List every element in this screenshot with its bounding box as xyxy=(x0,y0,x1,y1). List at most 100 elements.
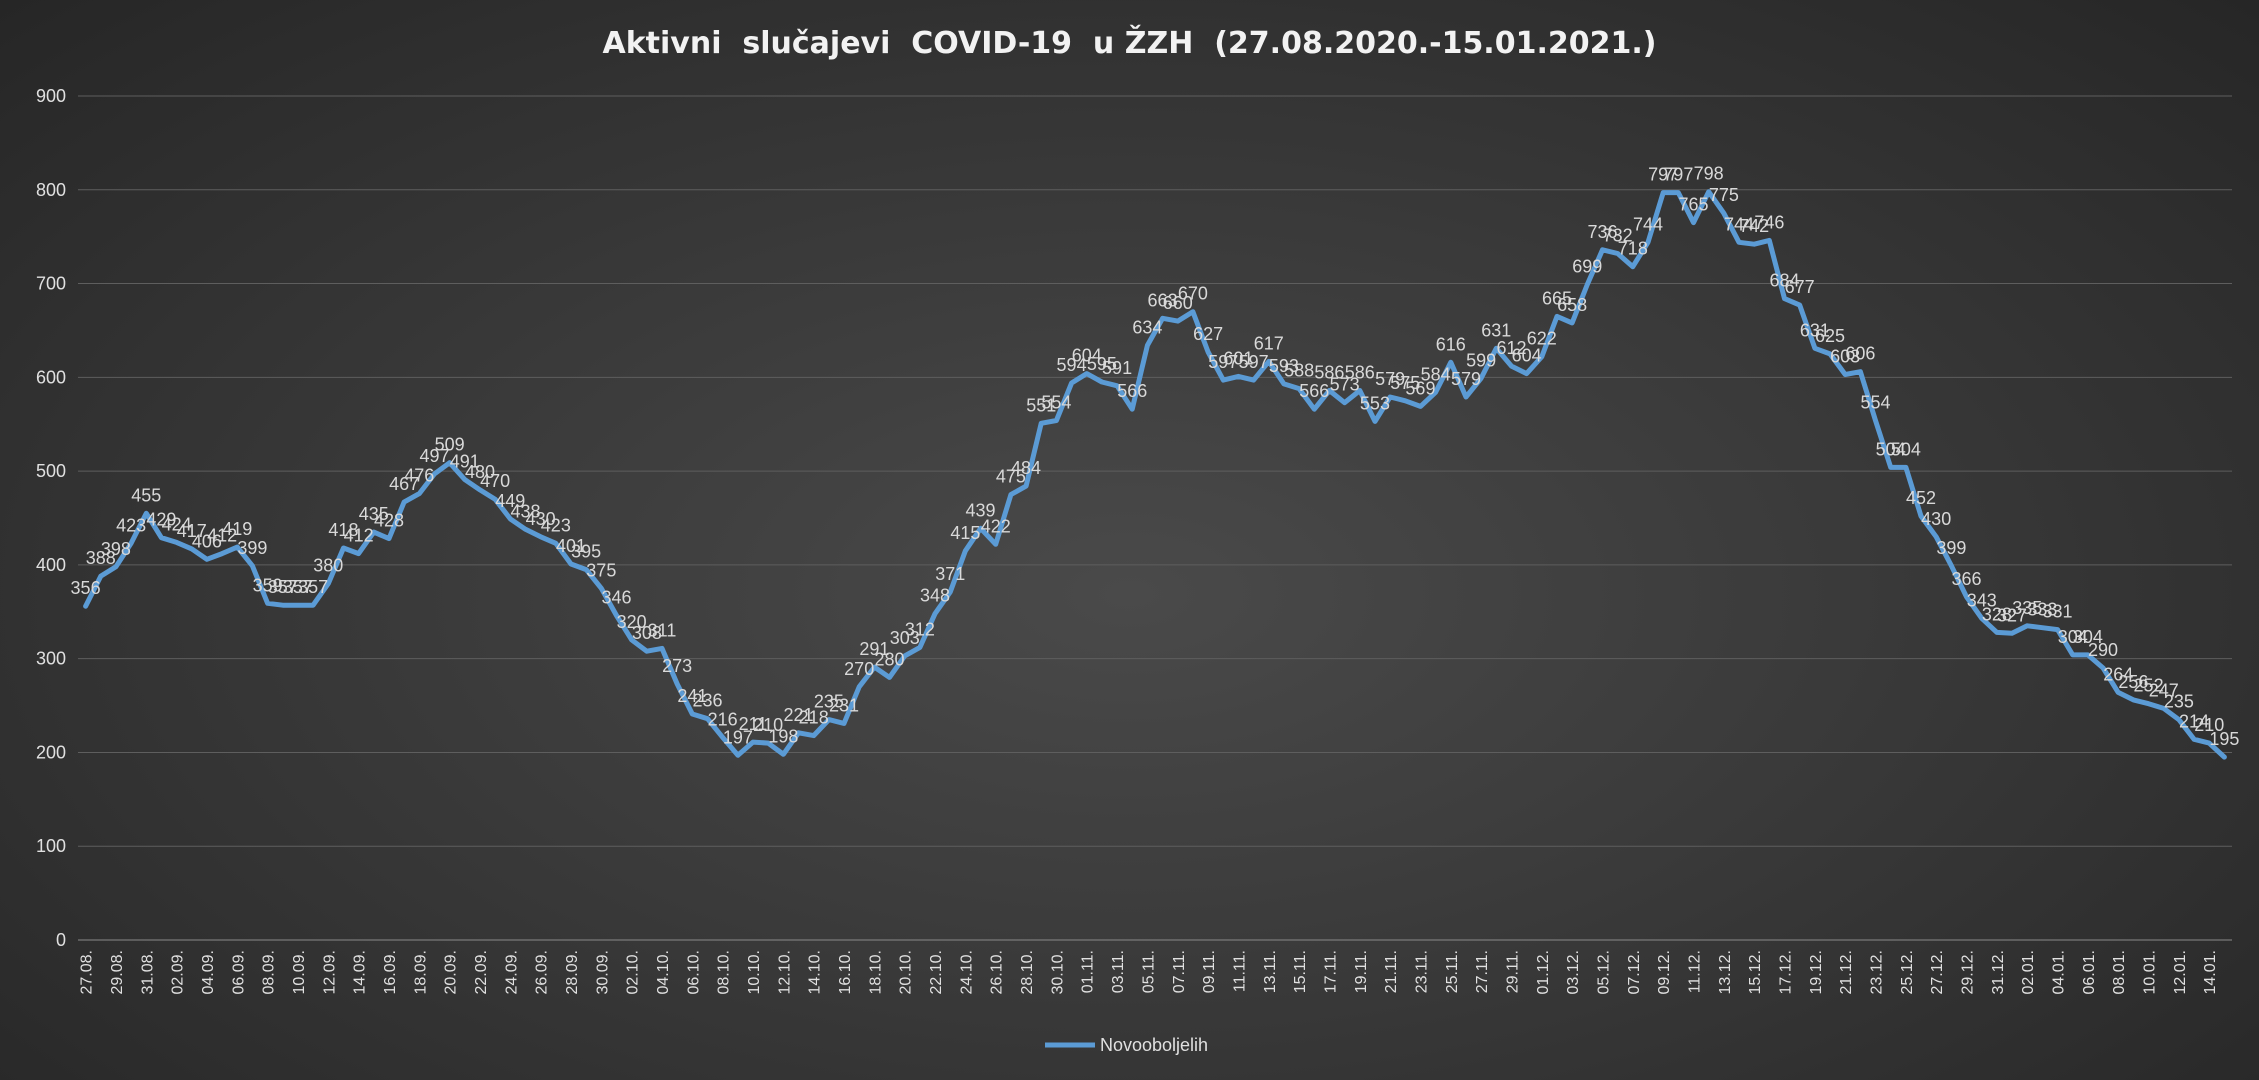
x-tick-label: 03.11. xyxy=(1110,950,1127,993)
data-label: 348 xyxy=(920,586,950,606)
data-label: 631 xyxy=(1481,320,1511,340)
data-label: 221 xyxy=(784,705,814,725)
x-tick-label: 07.12. xyxy=(1626,950,1643,994)
data-label: 312 xyxy=(905,619,935,639)
x-tick-label: 09.11. xyxy=(1201,950,1218,993)
series-line xyxy=(83,189,2227,760)
data-label: 597 xyxy=(1208,352,1238,372)
x-axis-ticks: 27.08. 29.08. 31.08. 02.09. 04.09. 06.09. 08.0… xyxy=(79,950,2220,994)
data-label: 660 xyxy=(1163,293,1193,313)
y-tick-label: 600 xyxy=(36,367,66,387)
data-label: 732 xyxy=(1603,226,1633,246)
x-tick-label: 29.12. xyxy=(1960,950,1977,994)
data-label: 742 xyxy=(1739,216,1769,236)
data-label: 395 xyxy=(571,542,601,562)
y-axis-ticks: 0 100 200 300 400 500 600 700 800 900 xyxy=(36,86,66,950)
x-tick-label: 04.09. xyxy=(200,950,217,994)
data-label: 631 xyxy=(1800,320,1830,340)
x-tick-label: 28.09. xyxy=(564,950,581,994)
data-label: 622 xyxy=(1527,329,1557,349)
data-label: 366 xyxy=(1952,569,1982,589)
data-label: 320 xyxy=(617,612,647,632)
x-tick-label: 14.10. xyxy=(807,950,824,994)
x-tick-label: 30.09. xyxy=(594,950,611,994)
data-label: 359 xyxy=(253,575,283,595)
data-label: 744 xyxy=(1633,214,1663,234)
data-label: 357 xyxy=(283,577,313,597)
data-label: 504 xyxy=(1876,439,1906,459)
data-label: 333 xyxy=(2027,600,2057,620)
data-label: 554 xyxy=(1041,392,1071,412)
y-tick-label: 400 xyxy=(36,555,66,575)
x-tick-label: 26.10. xyxy=(989,950,1006,994)
x-tick-label: 31.08. xyxy=(139,950,156,994)
data-label: 665 xyxy=(1542,288,1572,308)
x-tick-label: 23.11. xyxy=(1413,950,1430,993)
y-tick-label: 100 xyxy=(36,836,66,856)
data-label: 235 xyxy=(814,692,844,712)
x-tick-label: 20.10. xyxy=(898,950,915,994)
x-tick-label: 04.10. xyxy=(655,950,672,994)
data-label: 236 xyxy=(692,691,722,711)
data-label: 569 xyxy=(1405,378,1435,398)
y-tick-label: 900 xyxy=(36,86,66,106)
data-label: 797 xyxy=(1663,165,1693,185)
x-tick-label: 07.11. xyxy=(1171,950,1188,993)
data-label: 480 xyxy=(465,462,495,482)
x-tick-label: 16.10. xyxy=(837,950,854,994)
x-tick-label: 12.10. xyxy=(776,950,793,994)
data-label: 264 xyxy=(2103,664,2133,684)
data-label: 586 xyxy=(1314,362,1344,382)
data-label: 423 xyxy=(116,515,146,535)
data-label: 476 xyxy=(404,466,434,486)
data-label: 601 xyxy=(1223,348,1253,368)
data-label: 417 xyxy=(177,521,207,541)
data-label: 551 xyxy=(1026,395,1056,415)
data-label: 256 xyxy=(2118,672,2148,692)
x-tick-label: 16.09. xyxy=(382,950,399,994)
data-label: 415 xyxy=(950,523,980,543)
x-tick-label: 17.12. xyxy=(1778,950,1795,994)
x-tick-label: 08.09. xyxy=(261,950,278,994)
data-label: 218 xyxy=(799,708,829,728)
x-tick-label: 25.11. xyxy=(1444,950,1461,993)
legend-label: Novooboljelih xyxy=(1100,1035,1208,1055)
x-tick-label: 14.09. xyxy=(352,950,369,994)
x-tick-label: 08.01. xyxy=(2111,950,2128,994)
x-tick-label: 15.12. xyxy=(1747,950,1764,994)
x-tick-label: 05.12. xyxy=(1595,950,1612,994)
data-label: 553 xyxy=(1360,393,1390,413)
data-label: 430 xyxy=(1921,509,1951,529)
data-label: 290 xyxy=(2088,640,2118,660)
x-tick-label: 22.09. xyxy=(473,950,490,994)
x-tick-label: 10.09. xyxy=(291,950,308,994)
data-label: 430 xyxy=(526,509,556,529)
data-label: 406 xyxy=(192,531,222,551)
x-tick-label: 05.11. xyxy=(1140,950,1157,993)
x-tick-label: 06.01. xyxy=(2081,950,2098,994)
data-label: 718 xyxy=(1618,239,1648,259)
data-label: 452 xyxy=(1906,488,1936,508)
data-label: 798 xyxy=(1694,164,1724,184)
x-tick-label: 01.11. xyxy=(1080,950,1097,993)
x-tick-label: 11.11. xyxy=(1231,950,1248,992)
data-label: 736 xyxy=(1587,222,1617,242)
data-label: 586 xyxy=(1345,362,1375,382)
x-tick-label: 15.11. xyxy=(1292,950,1309,993)
data-label: 593 xyxy=(1269,356,1299,376)
x-tick-label: 23.12. xyxy=(1869,950,1886,994)
data-label: 241 xyxy=(677,686,707,706)
y-tick-label: 500 xyxy=(36,461,66,481)
x-tick-label: 19.11. xyxy=(1353,950,1370,993)
y-tick-label: 700 xyxy=(36,274,66,294)
data-label: 594 xyxy=(1057,355,1087,375)
data-label: 484 xyxy=(1011,458,1041,478)
data-label: 231 xyxy=(829,695,859,715)
x-tick-label: 27.11. xyxy=(1474,950,1491,993)
data-label: 497 xyxy=(419,446,449,466)
data-label: 429 xyxy=(146,510,176,530)
data-label: 235 xyxy=(2164,692,2194,712)
x-tick-label: 08.10. xyxy=(716,950,733,994)
data-label: 291 xyxy=(859,639,889,659)
